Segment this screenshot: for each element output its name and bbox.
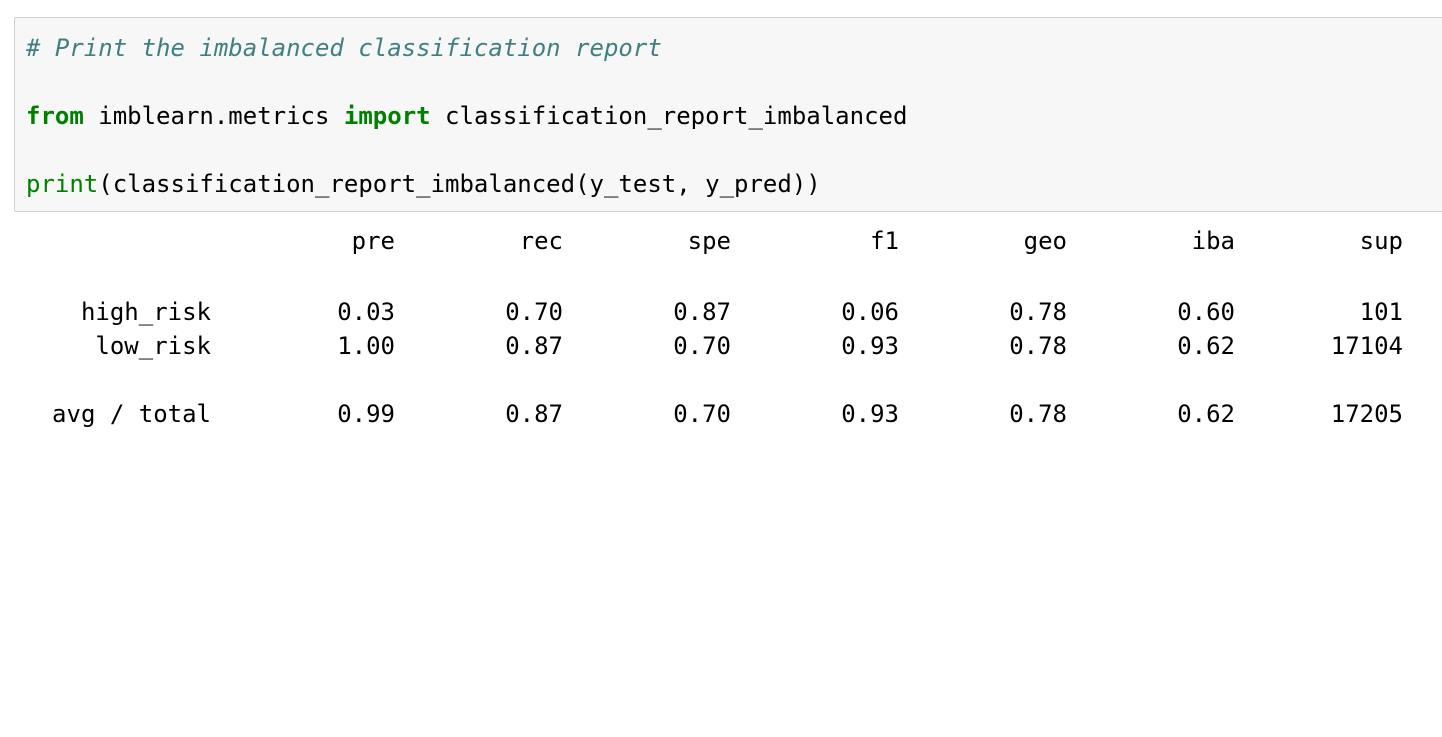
header-rec: rec xyxy=(519,227,563,255)
code-line-import: from imblearn.metrics import classificat… xyxy=(26,101,907,131)
value-rec: 0.87 xyxy=(505,400,563,428)
value-f1: 0.06 xyxy=(841,298,899,326)
value-pre: 0.03 xyxy=(337,298,395,326)
value-iba: 0.62 xyxy=(1177,400,1235,428)
builtin-print: print xyxy=(26,170,99,198)
value-spe: 0.70 xyxy=(673,400,731,428)
report-row-total: avg / total 0.99 0.87 0.70 0.93 0.78 0.6… xyxy=(25,397,1425,431)
value-geo: 0.78 xyxy=(1009,332,1067,360)
value-rec: 0.87 xyxy=(505,332,563,360)
value-sup: 17104 xyxy=(1330,332,1403,360)
row-label: avg / total xyxy=(52,400,211,428)
header-pre: pre xyxy=(351,227,395,255)
value-iba: 0.62 xyxy=(1177,332,1235,360)
value-pre: 0.99 xyxy=(337,400,395,428)
code-line-comment: # Print the imbalanced classification re… xyxy=(26,33,662,63)
row-label: low_risk xyxy=(95,332,211,360)
value-f1: 0.93 xyxy=(841,332,899,360)
imported-name: classification_report_imbalanced xyxy=(430,102,908,130)
value-rec: 0.70 xyxy=(505,298,563,326)
header-geo: geo xyxy=(1023,227,1067,255)
row-label: high_risk xyxy=(80,298,211,326)
value-f1: 0.93 xyxy=(841,400,899,428)
value-geo: 0.78 xyxy=(1009,298,1067,326)
keyword-import: import xyxy=(343,102,431,130)
value-geo: 0.78 xyxy=(1009,400,1067,428)
value-pre: 1.00 xyxy=(337,332,395,360)
value-spe: 0.70 xyxy=(673,332,731,360)
code-cell-input[interactable]: # Print the imbalanced classification re… xyxy=(14,17,1442,212)
value-iba: 0.60 xyxy=(1177,298,1235,326)
module-name: imblearn.metrics xyxy=(83,102,344,130)
value-sup: 101 xyxy=(1359,298,1403,326)
header-sup: sup xyxy=(1359,227,1403,255)
code-line-print: print(classification_report_imbalanced(y… xyxy=(26,169,821,199)
report-row-low-risk: low_risk 1.00 0.87 0.70 0.93 0.78 0.62 1… xyxy=(25,329,1425,363)
keyword-from: from xyxy=(26,102,84,130)
print-arguments: (classification_report_imbalanced(y_test… xyxy=(98,170,821,198)
report-row-high-risk: high_risk 0.03 0.70 0.87 0.06 0.78 0.60 … xyxy=(25,295,1425,329)
header-f1: f1 xyxy=(870,227,899,255)
header-iba: iba xyxy=(1191,227,1235,255)
header-spe: spe xyxy=(687,227,731,255)
code-comment: # Print the imbalanced classification re… xyxy=(26,34,662,62)
value-spe: 0.87 xyxy=(673,298,731,326)
value-sup: 17205 xyxy=(1330,400,1403,428)
report-header-row: pre rec spe f1 geo iba sup xyxy=(25,224,1425,258)
